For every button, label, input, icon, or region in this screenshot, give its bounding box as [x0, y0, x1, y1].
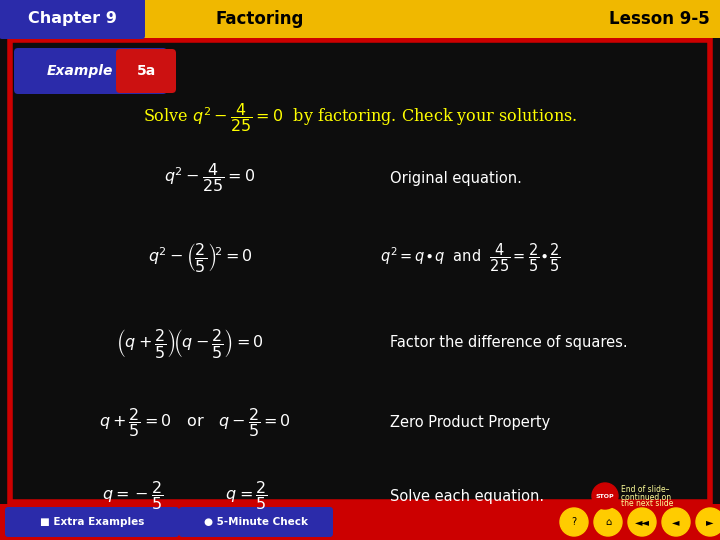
Text: the next slide: the next slide [621, 500, 673, 509]
Text: Example: Example [47, 64, 113, 78]
Text: STOP: STOP [595, 494, 614, 498]
Text: ?: ? [572, 517, 577, 527]
FancyBboxPatch shape [179, 507, 333, 537]
Text: continued on: continued on [621, 492, 671, 502]
Text: End of slide–: End of slide– [621, 485, 670, 495]
Text: $q^2 - \dfrac{4}{25} = 0$: $q^2 - \dfrac{4}{25} = 0$ [164, 161, 256, 194]
Bar [10, 40, 710, 502]
Text: $q = -\dfrac{2}{5} \qquad\qquad q = \dfrac{2}{5}$: $q = -\dfrac{2}{5} \qquad\qquad q = \dfr… [102, 480, 268, 512]
Text: Solve each equation.: Solve each equation. [390, 489, 544, 503]
Text: Factoring: Factoring [216, 10, 304, 28]
FancyBboxPatch shape [5, 507, 179, 537]
Text: ◄: ◄ [672, 517, 680, 527]
Circle shape [594, 508, 622, 536]
Text: Lesson 9-5: Lesson 9-5 [609, 10, 710, 28]
Text: $q^2 = q\!\bullet\!q$  and  $\dfrac{4}{25} = \dfrac{2}{5}\!\bullet\!\dfrac{2}{5}: $q^2 = q\!\bullet\!q$ and $\dfrac{4}{25}… [380, 242, 561, 274]
Text: Zero Product Property: Zero Product Property [390, 415, 550, 430]
Text: $\left(q + \dfrac{2}{5}\right)\!\left(q - \dfrac{2}{5}\right) = 0$: $\left(q + \dfrac{2}{5}\right)\!\left(q … [116, 327, 264, 360]
Text: $q^2 - \left(\dfrac{2}{5}\right)^{\!2} = 0$: $q^2 - \left(\dfrac{2}{5}\right)^{\!2} =… [148, 241, 252, 274]
Text: ● 5-Minute Check: ● 5-Minute Check [204, 517, 308, 527]
Text: ►: ► [706, 517, 714, 527]
FancyBboxPatch shape [0, 0, 145, 39]
FancyBboxPatch shape [14, 48, 167, 94]
Bar [0, 0, 720, 38]
FancyBboxPatch shape [116, 49, 176, 93]
Text: ◄◄: ◄◄ [634, 517, 649, 527]
Circle shape [662, 508, 690, 536]
Circle shape [696, 508, 720, 536]
Circle shape [628, 508, 656, 536]
Circle shape [560, 508, 588, 536]
Text: ⌂: ⌂ [605, 517, 611, 527]
Text: Solve $q^2 - \dfrac{4}{25} = 0$  by factoring. Check your solutions.: Solve $q^2 - \dfrac{4}{25} = 0$ by facto… [143, 102, 577, 134]
Text: Original equation.: Original equation. [390, 171, 522, 186]
Circle shape [592, 483, 618, 509]
Text: Chapter 9: Chapter 9 [27, 11, 117, 26]
Text: 5a: 5a [136, 64, 156, 78]
Text: ■ Extra Examples: ■ Extra Examples [40, 517, 144, 527]
Text: $q + \dfrac{2}{5} = 0 \quad \mathrm{or} \quad q - \dfrac{2}{5} = 0$: $q + \dfrac{2}{5} = 0 \quad \mathrm{or} … [99, 407, 291, 440]
Text: Factor the difference of squares.: Factor the difference of squares. [390, 335, 628, 350]
Bar [0, 504, 720, 540]
